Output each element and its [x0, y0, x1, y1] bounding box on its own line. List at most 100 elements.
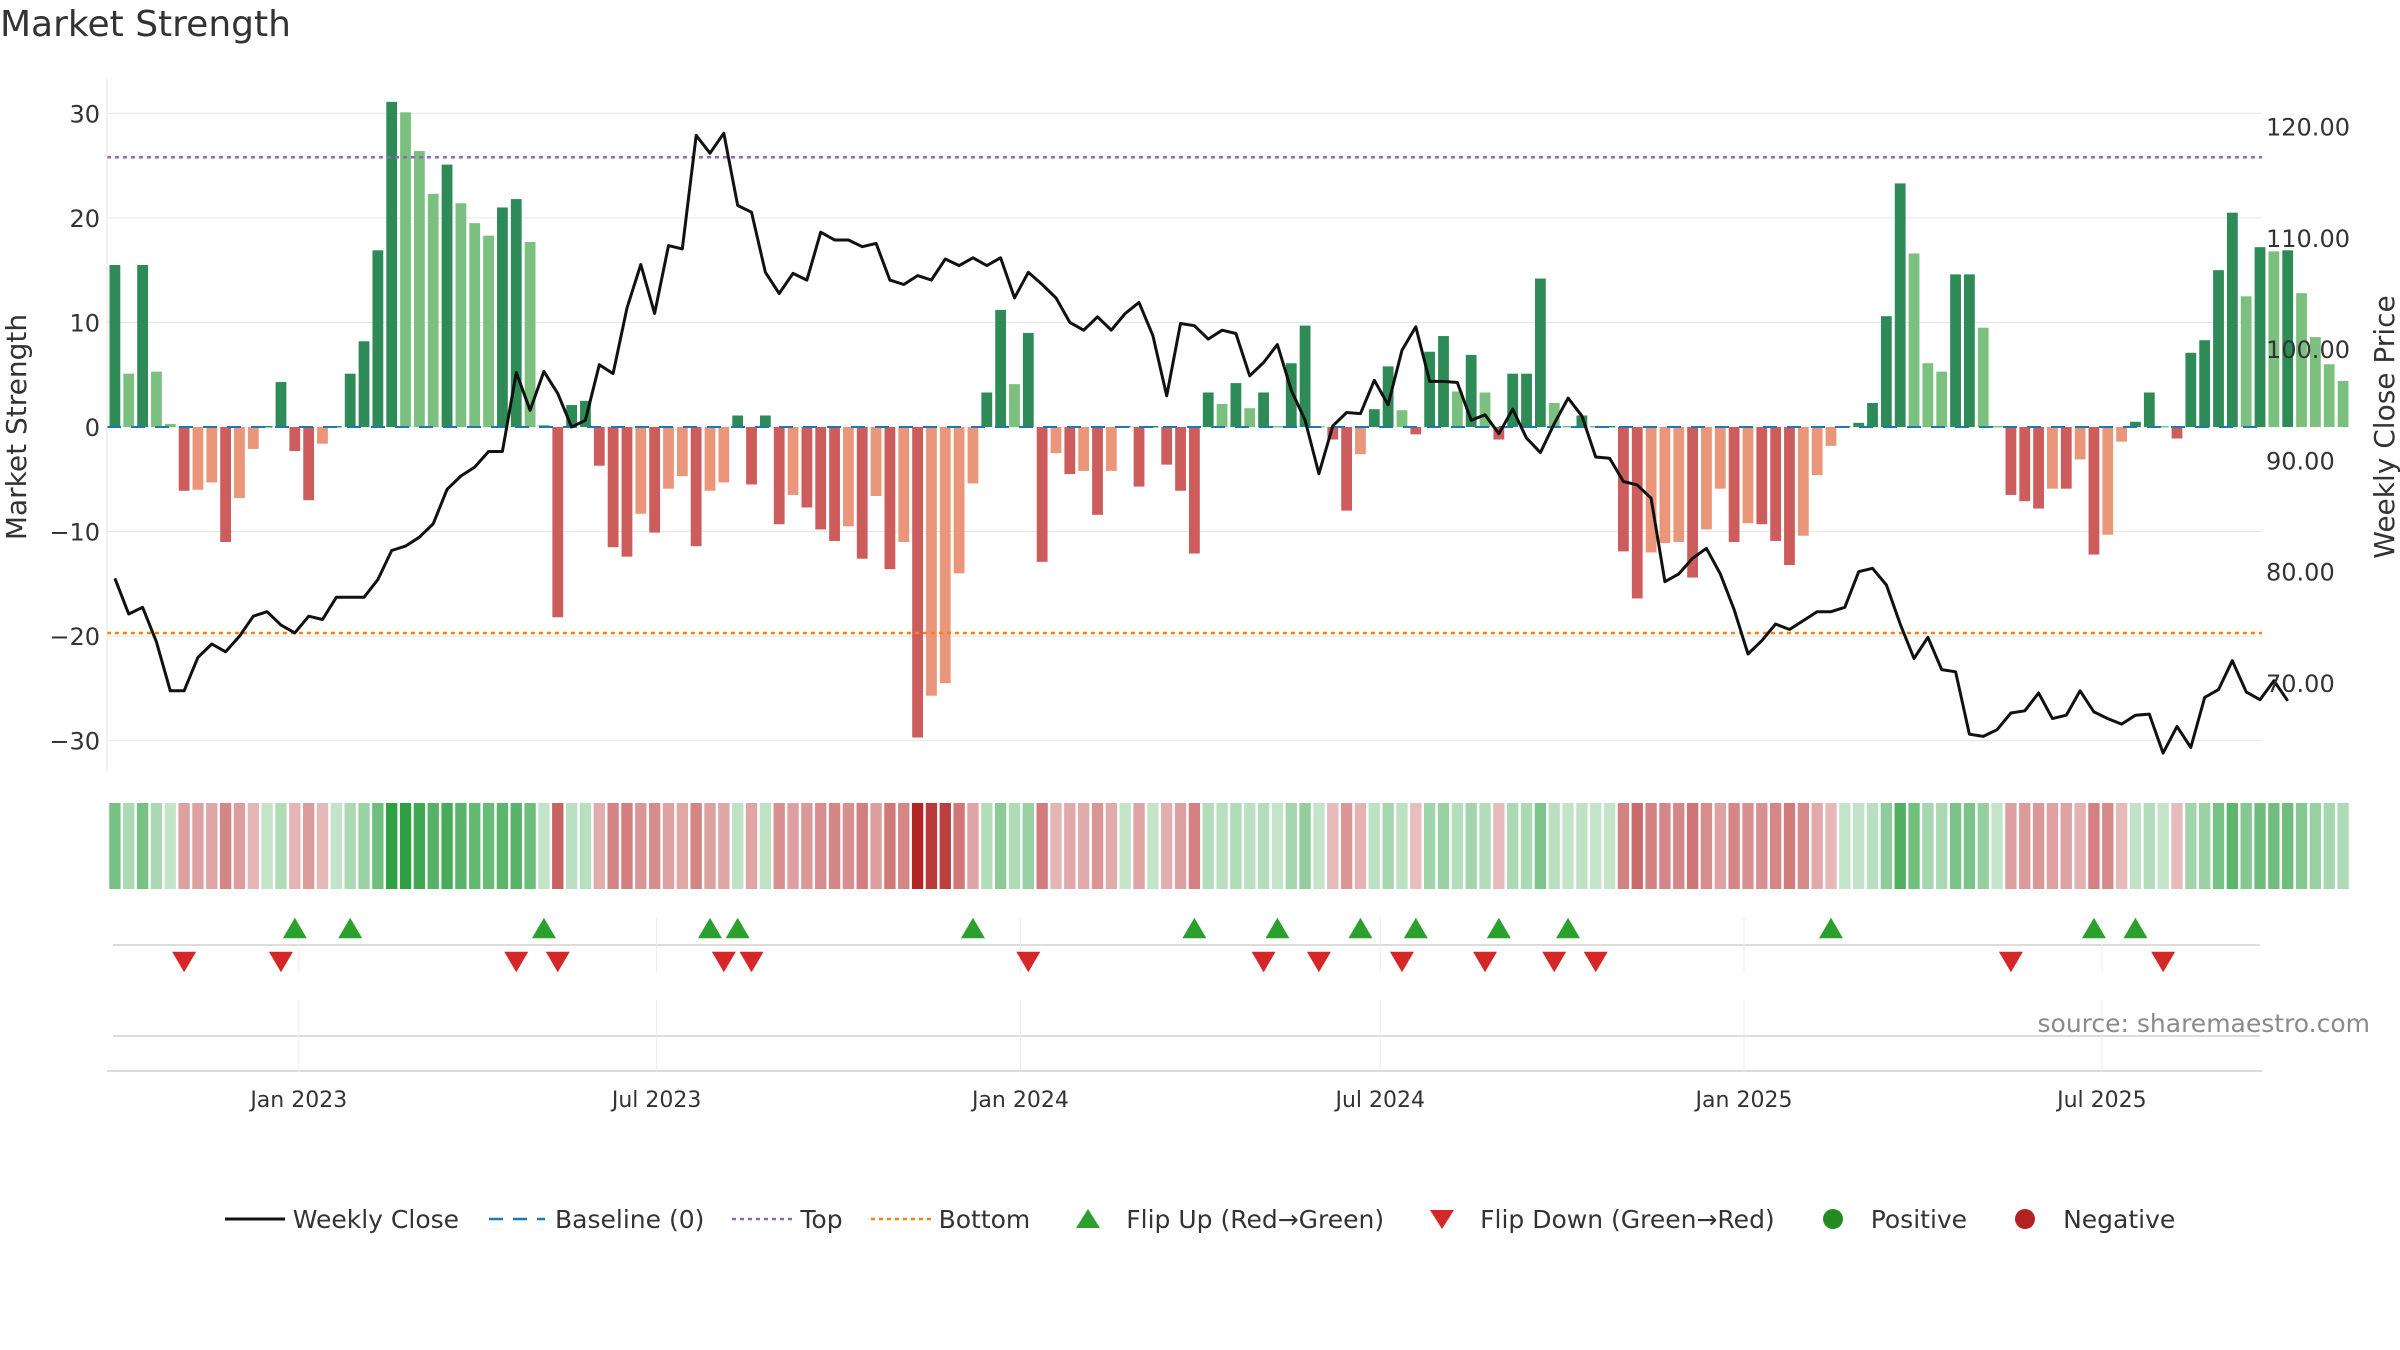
heat-cell — [1008, 803, 1021, 889]
heat-cell — [1977, 803, 1989, 889]
heat-cell — [1617, 803, 1630, 889]
strength-bar — [413, 151, 425, 427]
flip-down-marker — [739, 951, 764, 973]
strength-bar — [1105, 427, 1117, 471]
heat-cell — [1756, 803, 1768, 889]
y2-axis-label: Weekly Close Price — [2368, 295, 2400, 558]
heat-cell — [1410, 803, 1422, 889]
heat-cell — [109, 803, 121, 889]
strength-bar — [2199, 340, 2211, 427]
strength-bar — [2060, 427, 2072, 489]
strength-bar — [884, 427, 896, 570]
heat-cell — [1645, 803, 1657, 889]
heat-cell — [1050, 803, 1062, 889]
heat-cell — [2295, 803, 2308, 889]
legend-item-flip-down: Flip Down (Green→Red) — [1412, 1204, 1775, 1234]
legend-symbol-bottom-icon — [870, 1217, 931, 1221]
heat-cell — [676, 803, 688, 889]
legend-symbol-positive-icon — [1822, 1209, 1843, 1229]
strength-bar — [2130, 421, 2141, 427]
strength-bar — [1631, 427, 1643, 599]
heat-cell — [1188, 803, 1201, 889]
strength-bar — [1216, 404, 1228, 427]
strength-bar — [1784, 427, 1795, 565]
heat-cell — [1880, 803, 1893, 889]
heat-cell — [1548, 803, 1560, 889]
heat-cell — [538, 803, 550, 889]
strength-bar — [1050, 427, 1062, 454]
x-tick-label: Jan 2024 — [970, 1088, 1069, 1113]
heat-cell — [2337, 803, 2349, 889]
heat-cell — [2102, 803, 2114, 889]
strength-bar — [773, 427, 785, 525]
flip-up-marker — [960, 917, 985, 939]
strength-bar — [1645, 427, 1657, 553]
heat-cell — [510, 803, 522, 889]
heat-cell — [2268, 803, 2280, 889]
heat-cell — [1673, 803, 1685, 889]
x-tick-label: Jul 2023 — [610, 1088, 702, 1113]
strength-bar — [1285, 363, 1297, 427]
strength-bar — [2254, 247, 2266, 427]
heat-cell — [662, 803, 675, 889]
heat-cell — [1963, 803, 1976, 889]
legend-symbol-top-icon — [732, 1217, 793, 1221]
flip-up-marker — [1348, 917, 1373, 939]
strength-bar — [1507, 373, 1519, 427]
heat-cell — [552, 803, 564, 889]
strength-bar — [1521, 373, 1532, 427]
heat-cell — [1922, 803, 1934, 889]
legend-label: Baseline (0) — [555, 1204, 705, 1234]
heat-cell — [1908, 803, 1920, 889]
strength-bar — [1327, 427, 1339, 440]
heat-cell — [1382, 803, 1394, 889]
heat-cell — [2088, 803, 2100, 889]
strength-bar — [1687, 427, 1699, 578]
heat-cell — [911, 803, 924, 889]
strength-bar — [690, 427, 702, 547]
flip-up-marker — [1486, 917, 1511, 939]
flip-up-marker — [698, 917, 723, 939]
heat-cell — [2309, 803, 2322, 889]
strength-bar — [2116, 427, 2128, 442]
heat-cell — [648, 803, 661, 889]
flip-markers — [107, 917, 2262, 1072]
legend-label: Top — [800, 1204, 843, 1234]
strength-bar — [469, 223, 481, 427]
strength-bar — [1797, 427, 1809, 536]
heat-cell — [399, 803, 412, 889]
heat-cell — [1368, 803, 1380, 889]
strength-bar — [1977, 327, 1989, 427]
strength-bar — [109, 264, 121, 427]
strength-bar — [1258, 392, 1269, 427]
heat-cell — [233, 803, 246, 889]
strength-bar — [912, 427, 923, 738]
chart-legend: Weekly Close Baseline (0) Top Bottom Flip Up… — [0, 1199, 2400, 1239]
y-tick-label: 20 — [69, 205, 100, 233]
legend-label: Flip Down (Green→Red) — [1480, 1204, 1775, 1234]
strength-bar — [1299, 325, 1311, 427]
heat-cell — [1091, 803, 1104, 889]
heat-cell — [358, 803, 370, 889]
strength-bar — [344, 373, 356, 427]
heat-cell — [2171, 803, 2183, 889]
strength-bar — [2268, 251, 2280, 427]
strength-bar — [843, 427, 854, 527]
strength-bar — [1230, 383, 1242, 427]
strength-bar — [1424, 351, 1436, 427]
heat-cell — [773, 803, 785, 889]
heat-cell — [1216, 803, 1228, 889]
heat-cell — [441, 803, 453, 889]
heat-cell — [496, 803, 509, 889]
x-tick-label: Jul 2025 — [2055, 1088, 2147, 1113]
strength-bar — [164, 423, 176, 427]
flip-up-marker — [1819, 917, 1843, 939]
heat-cell — [1686, 803, 1699, 889]
strength-bar — [635, 427, 647, 514]
heat-cell — [579, 803, 592, 889]
strength-bar — [261, 425, 273, 428]
heat-cell — [1493, 803, 1505, 889]
heat-cell — [316, 803, 329, 889]
heat-cell — [1077, 803, 1090, 889]
strength-bar — [1562, 425, 1574, 428]
